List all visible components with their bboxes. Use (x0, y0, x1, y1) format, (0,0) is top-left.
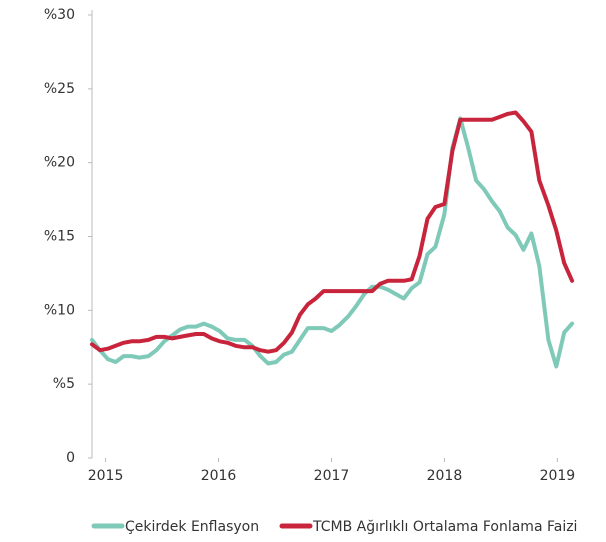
y-tick-label: 0 (66, 450, 75, 466)
y-tick-label: %30 (44, 7, 75, 23)
y-tick-label: %25 (44, 81, 75, 97)
x-tick-label: 2018 (427, 468, 463, 484)
x-tick-label: 2017 (314, 468, 350, 484)
legend-label: TCMB Ağırlıklı Ortalama Fonlama Faizi (312, 519, 577, 535)
y-tick-label: %10 (44, 302, 75, 318)
x-tick-label: 2015 (88, 468, 124, 484)
x-tick-label: 2019 (540, 468, 576, 484)
legend-label: Çekirdek Enflasyon (125, 519, 259, 535)
data-line (90, 116, 575, 369)
x-tick-label: 2016 (201, 468, 237, 484)
y-tick-label: %20 (44, 155, 75, 171)
y-tick-label: %5 (53, 376, 75, 392)
data-line (90, 110, 575, 354)
y-tick-label: %15 (44, 229, 75, 245)
